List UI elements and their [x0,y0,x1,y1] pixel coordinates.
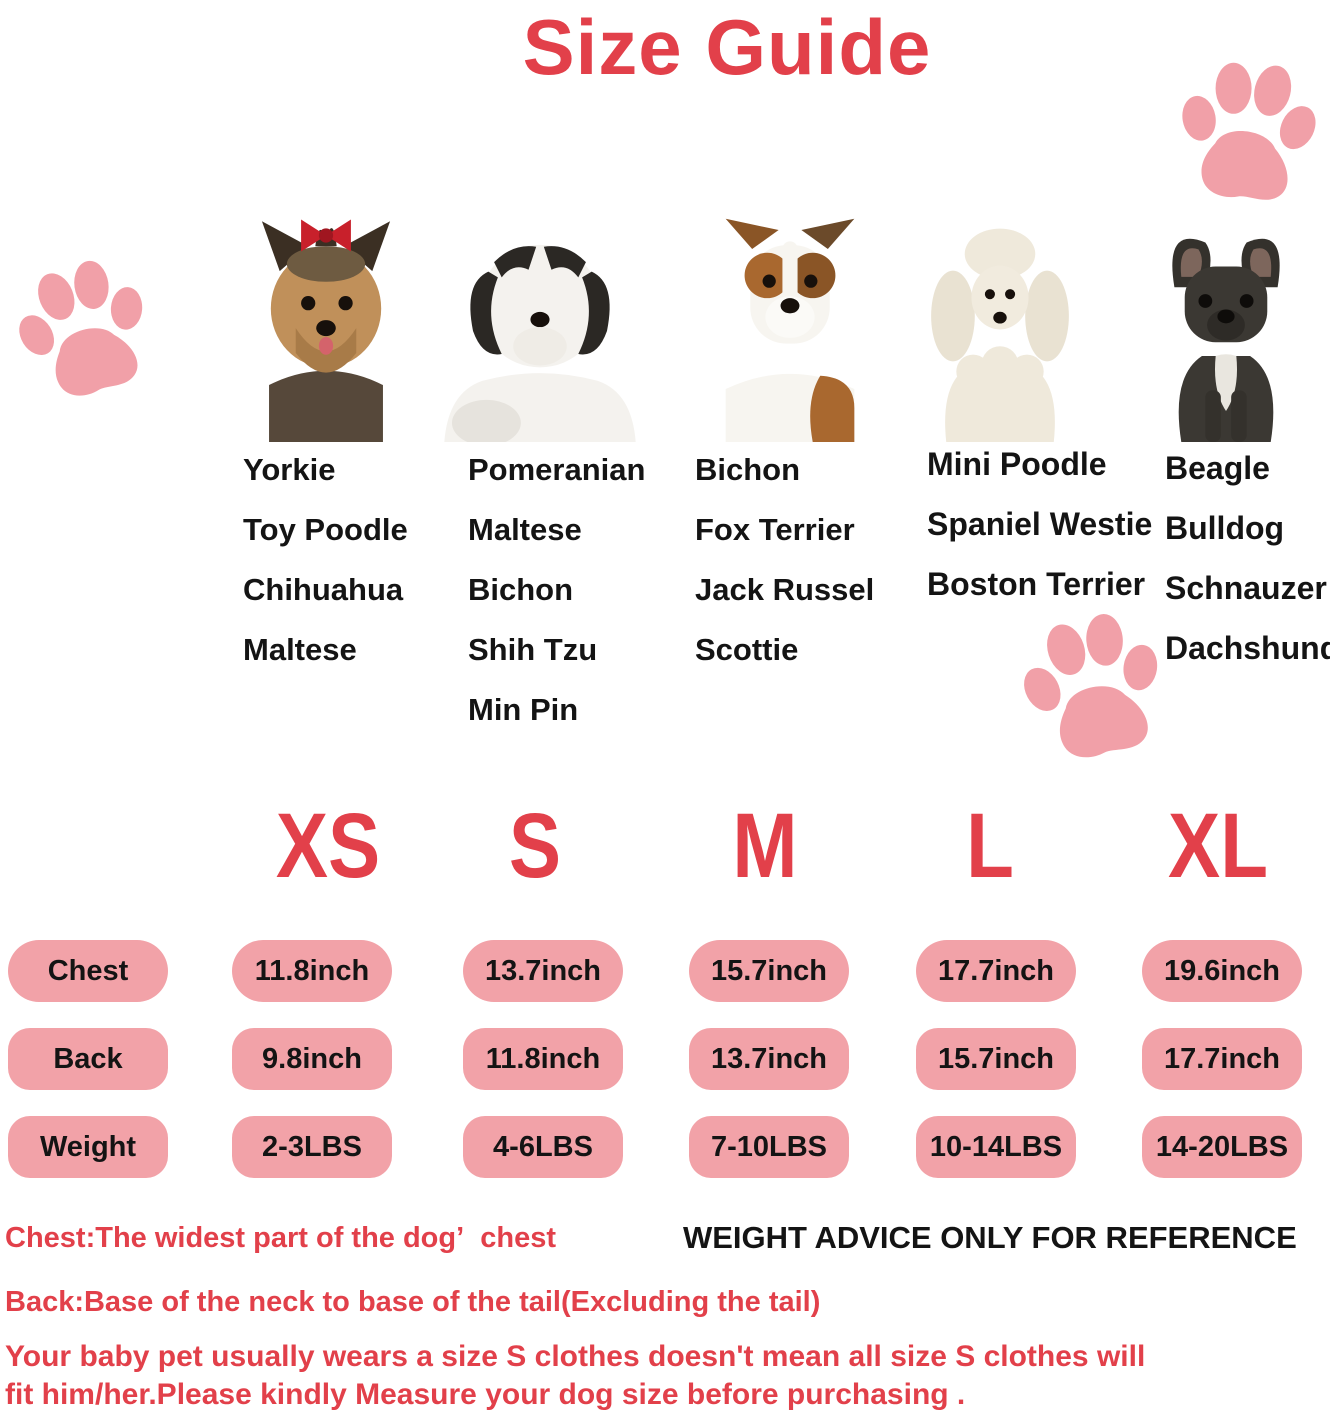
dog-photo-mini-poodle [916,204,1084,442]
size-label-xl: XL [1168,795,1268,897]
table-cell-chest-xl: 19.6inch [1142,940,1302,1002]
page-title: Size Guide [0,2,1330,93]
breed-name: Boston Terrier [927,566,1146,602]
paw-print-icon [0,243,165,415]
breed-name: Bulldog [1165,510,1285,546]
breed-name: Schnauzer [1165,570,1327,606]
dog-photo-yorkie [237,198,415,442]
breed-name: Bichon [468,572,574,607]
paw-print-icon [1158,44,1327,213]
dog-photo-jack-russell [688,196,892,442]
breed-list-s: Pomeranian Maltese Bichon Shih Tzu Min P… [468,440,645,740]
breed-list-m: Bichon Fox Terrier Jack Russel Scottie [695,440,874,680]
table-cell-weight-s: 4-6LBS [463,1116,623,1178]
breed-name: Bichon [695,452,801,487]
table-cell-weight-xs: 2-3LBS [232,1116,392,1178]
size-label-l: L [966,795,1014,897]
breed-name: Shih Tzu [468,632,598,667]
breed-list-xl: Beagle Bulldog Schnauzer Dachshund [1165,438,1330,678]
weight-advice-note: WEIGHT ADVICE ONLY FOR REFERENCE [683,1220,1297,1255]
table-row-label-weight: Weight [8,1116,168,1178]
table-cell-back-m: 13.7inch [689,1028,849,1090]
size-label-xs: XS [275,795,381,897]
table-cell-chest-m: 15.7inch [689,940,849,1002]
sizing-disclaimer-line2: fit him/her.Please kindly Measure your d… [5,1378,966,1411]
breed-name: Spaniel Westie [927,506,1153,542]
breed-name: Chihuahua [243,572,404,607]
chest-measure-note: Chest:The widest part of the dog’ chest [5,1222,557,1254]
breed-name: Fox Terrier [695,512,855,547]
breed-list-l: Mini Poodle Spaniel Westie Boston Terrie… [927,434,1152,614]
breed-name: Maltese [468,512,582,547]
breed-name: Scottie [695,632,799,667]
table-cell-back-s: 11.8inch [463,1028,623,1090]
table-cell-back-xl: 17.7inch [1142,1028,1302,1090]
table-cell-chest-s: 13.7inch [463,940,623,1002]
table-cell-weight-m: 7-10LBS [689,1116,849,1178]
back-measure-note: Back:Base of the neck to base of the tai… [5,1286,821,1318]
dog-photo-french-bulldog [1140,190,1312,442]
breed-name: Yorkie [243,452,336,487]
table-cell-chest-xs: 11.8inch [232,940,392,1002]
table-cell-back-xs: 9.8inch [232,1028,392,1090]
table-row-label-chest: Chest [8,940,168,1002]
breed-name: Min Pin [468,692,579,727]
page-title-text: Size Guide [522,3,932,91]
breed-name: Maltese [243,632,357,667]
breed-list-xs: Yorkie Toy Poodle Chihuahua Maltese [243,440,408,680]
breed-name: Toy Poodle [243,512,408,547]
breed-name: Dachshund [1165,630,1330,666]
paw-print-icon [1000,598,1176,774]
table-cell-chest-l: 17.7inch [916,940,1076,1002]
table-cell-weight-xl: 14-20LBS [1142,1116,1302,1178]
breed-name: Mini Poodle [927,446,1107,482]
size-label-m: M [732,795,798,897]
breed-name: Jack Russel [695,572,875,607]
breed-name: Pomeranian [468,452,646,487]
sizing-disclaimer-line1: Your baby pet usually wears a size S clo… [5,1340,1146,1373]
size-label-s: S [508,795,562,897]
table-cell-weight-l: 10-14LBS [916,1116,1076,1178]
table-row-label-back: Back [8,1028,168,1090]
table-cell-back-l: 15.7inch [916,1028,1076,1090]
breed-name: Beagle [1165,450,1270,486]
dog-photo-shih-tzu [425,220,655,446]
